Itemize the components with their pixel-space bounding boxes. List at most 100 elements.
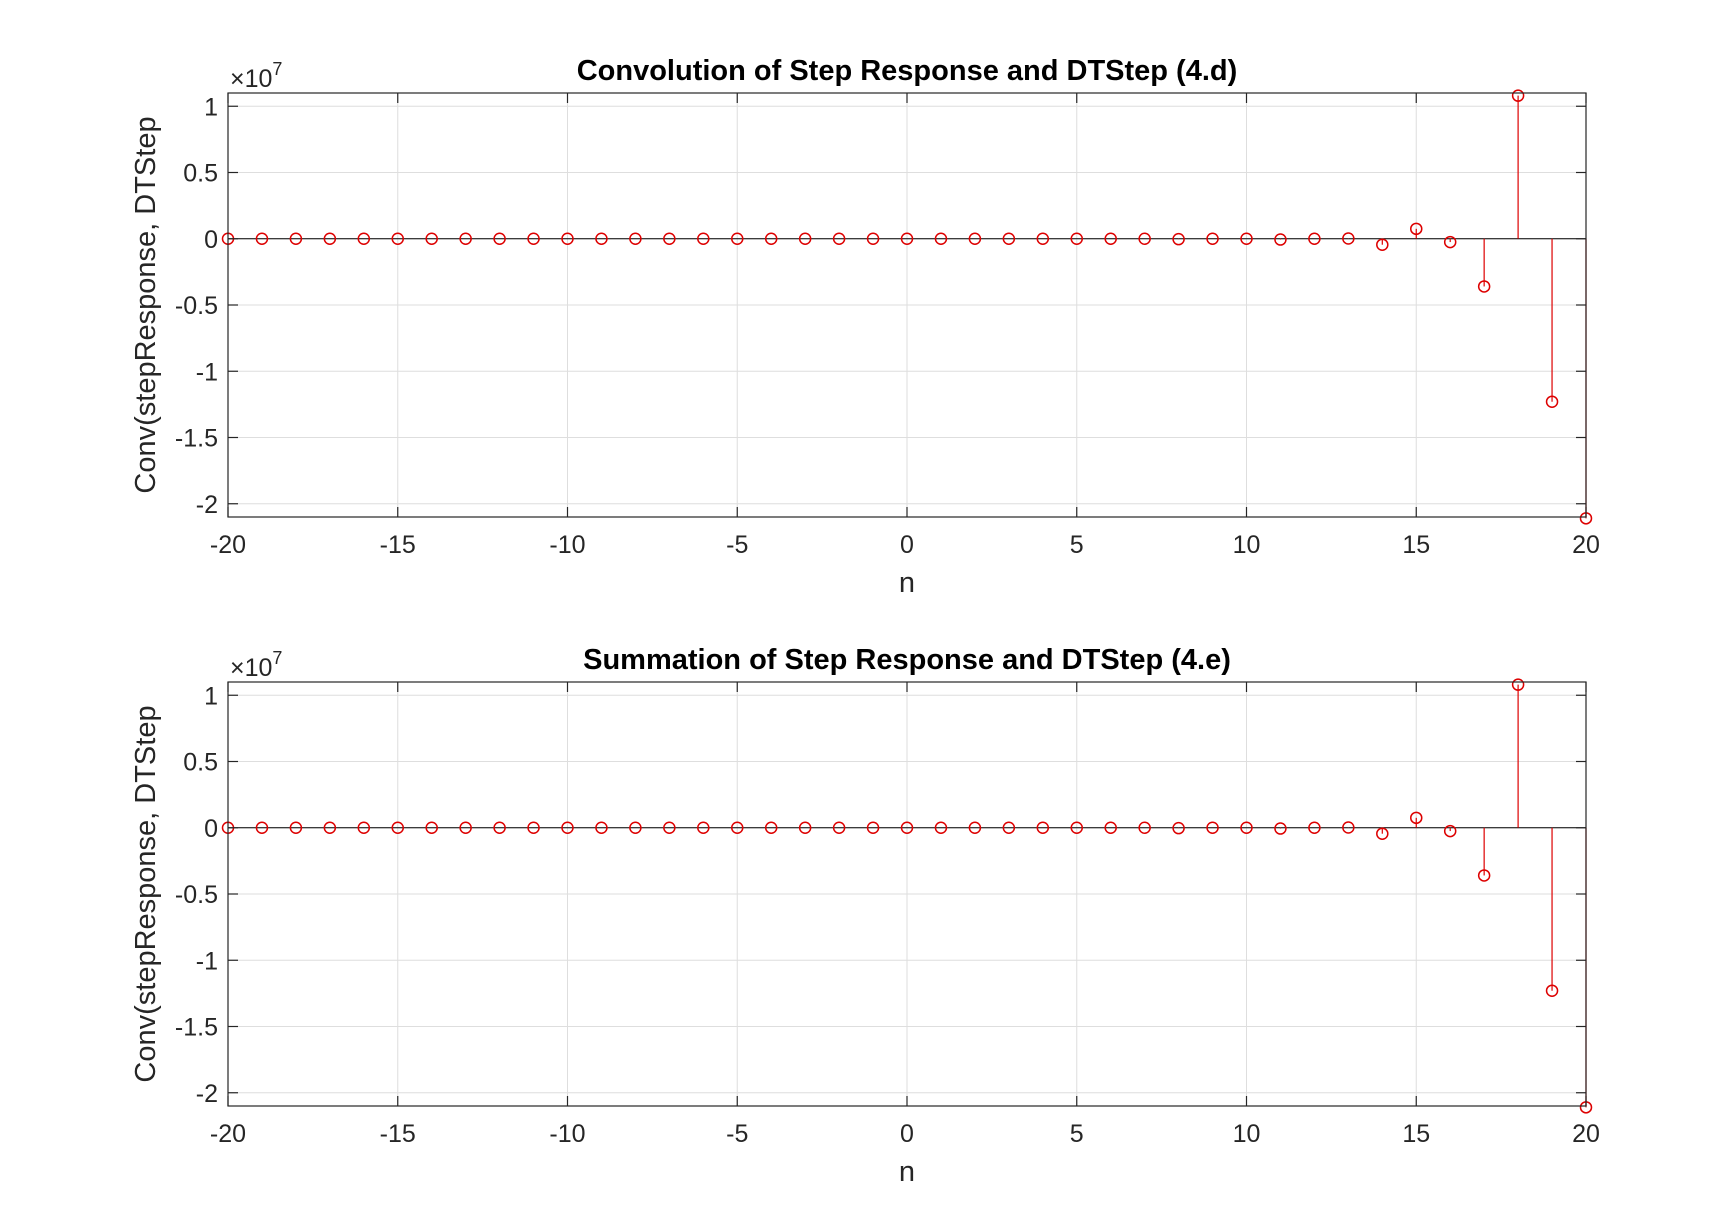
stem-marker [968, 821, 982, 834]
y-tick-label: 0.5 [183, 749, 218, 777]
stem-marker [1308, 821, 1321, 834]
chart-title: Summation of Step Response and DTStep (4… [583, 644, 1231, 676]
stem-marker [595, 821, 608, 834]
stem-marker [1477, 280, 1491, 293]
subplot-2: -20 -15 -10 -5 0 5 10 15 20 1 0.5 0 -0.5 -1 -1.5 -2 ×107… [130, 644, 1600, 1188]
stem-marker [1172, 821, 1185, 835]
stem-marker [731, 821, 744, 834]
stem-marker [1511, 678, 1525, 691]
x-tick-label: 20 [1572, 531, 1600, 559]
stem-marker [1511, 89, 1525, 102]
stem-marker [1308, 232, 1321, 245]
stem-marker [527, 232, 540, 245]
y-axis-label: Conv(stepResponse, DTStep [130, 116, 162, 493]
stem-marker [493, 821, 506, 834]
stem-marker [561, 232, 574, 245]
x-tick-label: -5 [726, 531, 748, 559]
stem-marker [1002, 232, 1016, 245]
stem-marker [1036, 232, 1050, 245]
y-tick-label: 1 [204, 682, 218, 710]
exponent-label: ×107 [230, 59, 282, 93]
stem-marker [391, 821, 404, 834]
stem-marker [764, 821, 778, 834]
subplot-1: -20 -15 -10 -5 0 5 10 15 20 1 0.5 0 -0.5 -1 -1.5 -2 ×107… [130, 55, 1600, 599]
stem-marker [459, 821, 472, 834]
y-tick-label: -1 [196, 358, 218, 386]
stem-marker [934, 821, 948, 834]
stem-marker [1443, 824, 1457, 838]
stem-marker [798, 232, 812, 245]
stem-marker [459, 232, 472, 245]
stem-marker [1545, 984, 1559, 997]
stem-marker [1138, 821, 1151, 834]
stem-marker [1376, 238, 1389, 251]
stem-marker [1342, 232, 1355, 245]
y-tick-label: 0.5 [183, 160, 218, 188]
stem-marker [832, 821, 846, 834]
x-tick-label: -5 [726, 1120, 748, 1148]
stem-series [221, 678, 1593, 1114]
stem-marker [866, 821, 880, 834]
stem-marker [1002, 821, 1016, 834]
stem-marker [255, 232, 269, 245]
stem-marker [1172, 232, 1185, 246]
x-tick-label: -20 [210, 531, 246, 559]
stem-marker [493, 232, 506, 245]
stem-marker [289, 232, 303, 245]
stem-marker [697, 821, 710, 834]
stem-marker [1443, 235, 1457, 249]
stem-marker [832, 232, 846, 245]
x-tick-label: 10 [1233, 531, 1261, 559]
stem-marker [425, 821, 438, 834]
stem-marker [1410, 811, 1423, 825]
stem-marker [357, 821, 371, 834]
stem-marker [1138, 232, 1151, 245]
stem-marker [527, 821, 540, 834]
y-tick-label: 0 [204, 815, 218, 843]
stem-marker [798, 821, 812, 834]
stem-marker [1104, 232, 1117, 245]
stem-marker [289, 821, 303, 834]
stem-marker [1410, 222, 1423, 236]
y-tick-label: 1 [204, 93, 218, 121]
x-tick-label: 10 [1233, 1120, 1261, 1148]
stem-marker [866, 232, 880, 245]
stem-marker [629, 232, 642, 245]
stem-marker [663, 232, 676, 245]
x-tick-label: 0 [900, 1120, 914, 1148]
stem-marker [1376, 827, 1389, 840]
x-tick-label: 0 [900, 531, 914, 559]
stem-marker [323, 821, 337, 834]
stem-marker [1036, 821, 1050, 834]
stem-marker [561, 821, 574, 834]
stem-marker [357, 232, 371, 245]
x-tick-label: -15 [380, 531, 416, 559]
x-tick-label: -15 [380, 1120, 416, 1148]
stem-marker [1477, 869, 1491, 882]
y-tick-label: -2 [196, 1080, 218, 1108]
stem-marker [1070, 232, 1083, 245]
y-axis-label: Conv(stepResponse, DTStep [130, 705, 162, 1082]
stem-marker [1206, 232, 1219, 245]
stem-marker [731, 232, 744, 245]
stem-marker [764, 232, 778, 245]
y-tick-label: -0.5 [175, 881, 218, 909]
stem-marker [697, 232, 710, 245]
x-tick-label: 5 [1070, 531, 1084, 559]
x-axis-label: n [899, 1156, 915, 1188]
stem-marker [1206, 821, 1219, 834]
stem-marker [968, 232, 982, 245]
stem-marker [1545, 395, 1559, 408]
stem-marker [1104, 821, 1117, 834]
y-tick-label: -1.5 [175, 1014, 218, 1042]
stem-marker [1240, 232, 1253, 245]
x-tick-label: -10 [549, 531, 585, 559]
stem-marker [391, 232, 404, 245]
stem-marker [629, 821, 642, 834]
x-tick-label: 5 [1070, 1120, 1084, 1148]
stem-marker [323, 232, 337, 245]
y-tick-label: 0 [204, 226, 218, 254]
stem-marker [1070, 821, 1083, 834]
y-tick-label: -1 [196, 947, 218, 975]
